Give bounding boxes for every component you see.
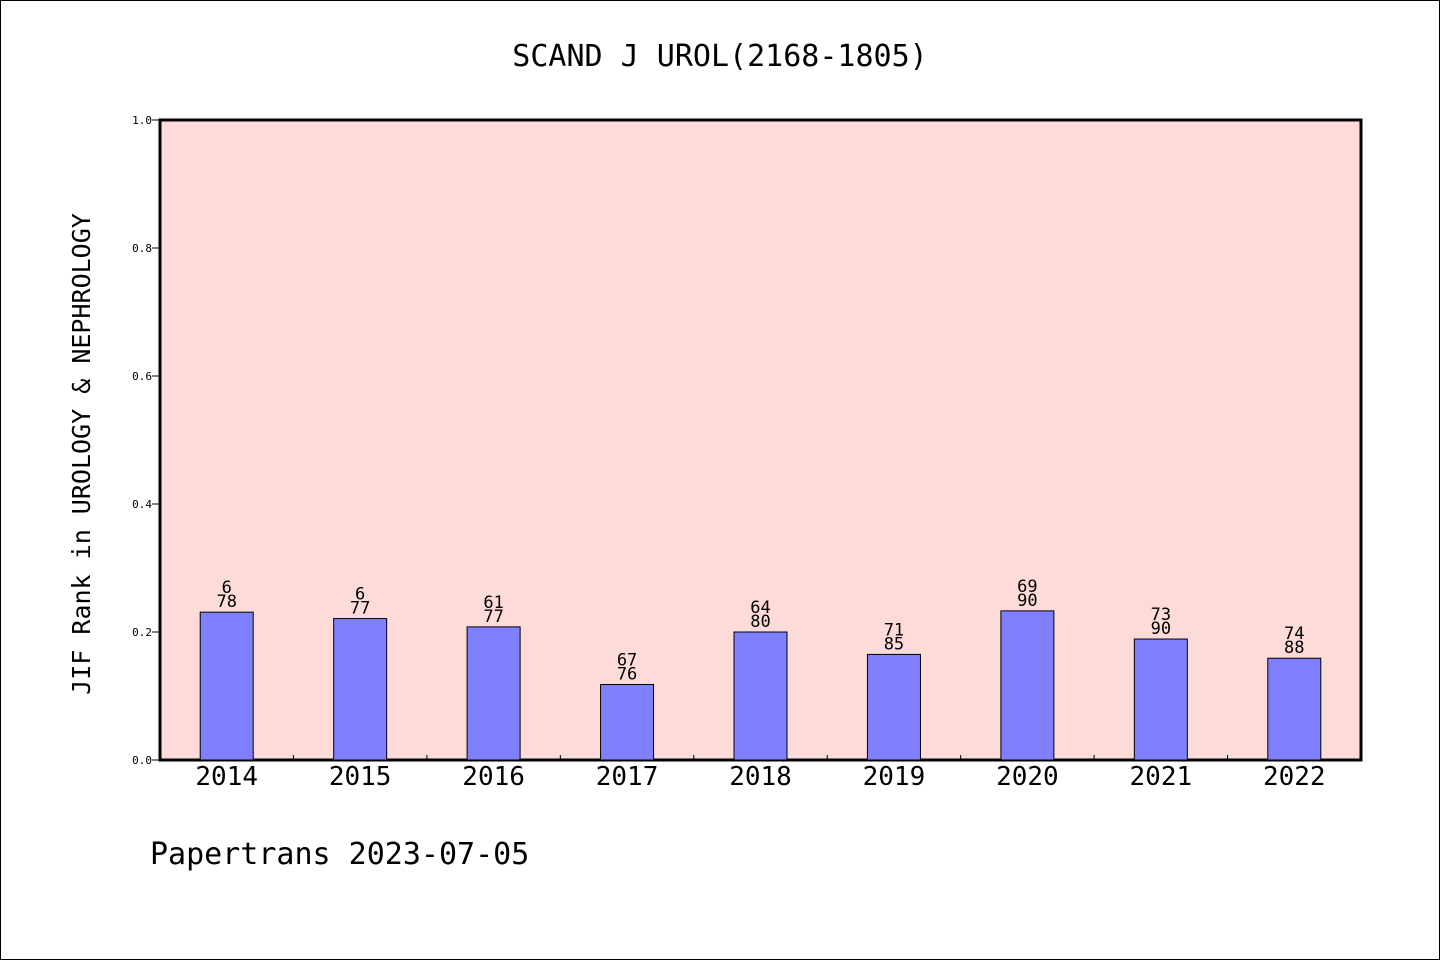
- bar: [1000, 610, 1055, 761]
- bar-rank-label: 61: [483, 593, 503, 613]
- bar: [600, 683, 655, 761]
- bar-total-label: 76: [617, 664, 637, 684]
- bar-total-label: 77: [483, 607, 503, 627]
- bar: [1267, 657, 1322, 761]
- x-tick-label: 2020: [996, 762, 1059, 792]
- bar: [199, 611, 254, 761]
- bar: [333, 618, 388, 761]
- bar-rank-label: 71: [884, 620, 904, 640]
- x-tick-label: 2021: [1130, 762, 1193, 792]
- y-tick-label: 0.6: [132, 370, 152, 383]
- y-tick-label: 0.0: [132, 754, 152, 767]
- bar: [1133, 638, 1188, 761]
- bar-rank-label: 69: [1017, 577, 1037, 597]
- bar-total-label: 90: [1151, 619, 1171, 639]
- bars-group: [199, 610, 1322, 761]
- y-axis-label: JIF Rank in UROLOGY & NEPHROLOGY: [67, 213, 96, 695]
- x-tick-label: 2017: [596, 762, 659, 792]
- y-tick-label: 0.4: [132, 498, 152, 511]
- x-tick-label: 2016: [462, 762, 525, 792]
- bar-total-label: 80: [750, 612, 770, 632]
- x-tick-label: 2018: [729, 762, 792, 792]
- bar-total-label: 78: [216, 592, 236, 612]
- bar-rank-label: 64: [750, 598, 770, 618]
- bar-rank-label: 6: [222, 578, 232, 598]
- bar-total-label: 77: [350, 599, 370, 619]
- y-axis: 0.0 0.2 0.4 0.6 0.8 1.0: [132, 114, 160, 767]
- y-tick-label: 0.2: [132, 626, 152, 639]
- bar: [866, 653, 921, 761]
- chart-title: SCAND J UROL(2168-1805): [512, 39, 927, 74]
- footer-credit: Papertrans 2023-07-05: [150, 837, 529, 872]
- bar-total-label: 90: [1017, 591, 1037, 611]
- x-tick-label: 2022: [1263, 762, 1326, 792]
- bar-rank-label: 73: [1151, 605, 1171, 625]
- x-axis: 2014 2015 2016 2017 2018 2019 2020 2021 2022: [195, 755, 1326, 792]
- bar-rank-label: 6: [355, 585, 365, 605]
- bar-total-label: 88: [1284, 638, 1304, 658]
- y-tick-label: 1.0: [132, 114, 152, 127]
- x-tick-label: 2019: [863, 762, 926, 792]
- bar-rank-label: 74: [1284, 624, 1304, 644]
- x-tick-label: 2014: [195, 762, 258, 792]
- bar: [466, 626, 521, 761]
- bar-total-label: 85: [884, 634, 904, 654]
- x-tick-label: 2015: [329, 762, 392, 792]
- bar: [733, 631, 788, 761]
- bar-rank-label: 67: [617, 650, 637, 670]
- y-tick-label: 0.8: [132, 242, 152, 255]
